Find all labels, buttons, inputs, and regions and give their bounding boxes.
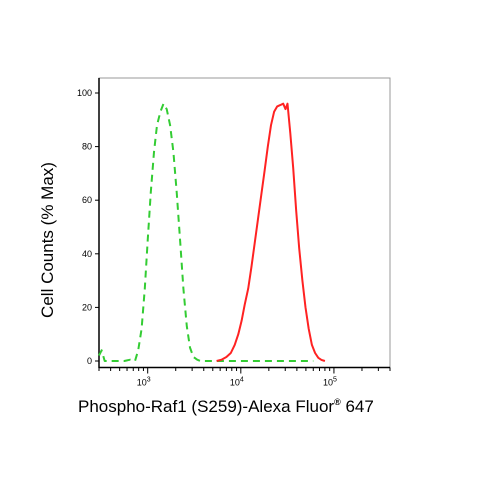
x-axis-title-sup: ® <box>334 397 341 407</box>
x-axis-title: Phospho-Raf1 (S259)-Alexa Fluor® 647 <box>78 397 374 416</box>
y-tick-label: 60 <box>82 195 92 205</box>
y-axis-title: Cell Counts (% Max) <box>38 162 57 318</box>
y-tick-label: 0 <box>87 356 92 366</box>
y-tick-label: 20 <box>82 302 92 312</box>
x-tick-label: 104 <box>230 377 244 388</box>
x-ticks <box>98 367 391 374</box>
x-axis-title-main: Phospho-Raf1 (S259)-Alexa Fluor <box>78 397 334 416</box>
x-tick-label: 103 <box>137 377 151 388</box>
series-layer <box>98 102 326 362</box>
y-ticks: 0 20 40 60 80 100 <box>77 88 99 366</box>
x-axis-title-tail: 647 <box>341 397 374 416</box>
y-tick-label: 40 <box>82 249 92 259</box>
y-tick-label: 80 <box>82 142 92 152</box>
y-tick-label: 100 <box>77 88 92 98</box>
series-line-1 <box>98 102 314 362</box>
series-line-2 <box>216 102 326 362</box>
x-tick-label: 105 <box>323 377 337 388</box>
x-tick-labels: 103 104 105 <box>137 377 337 388</box>
